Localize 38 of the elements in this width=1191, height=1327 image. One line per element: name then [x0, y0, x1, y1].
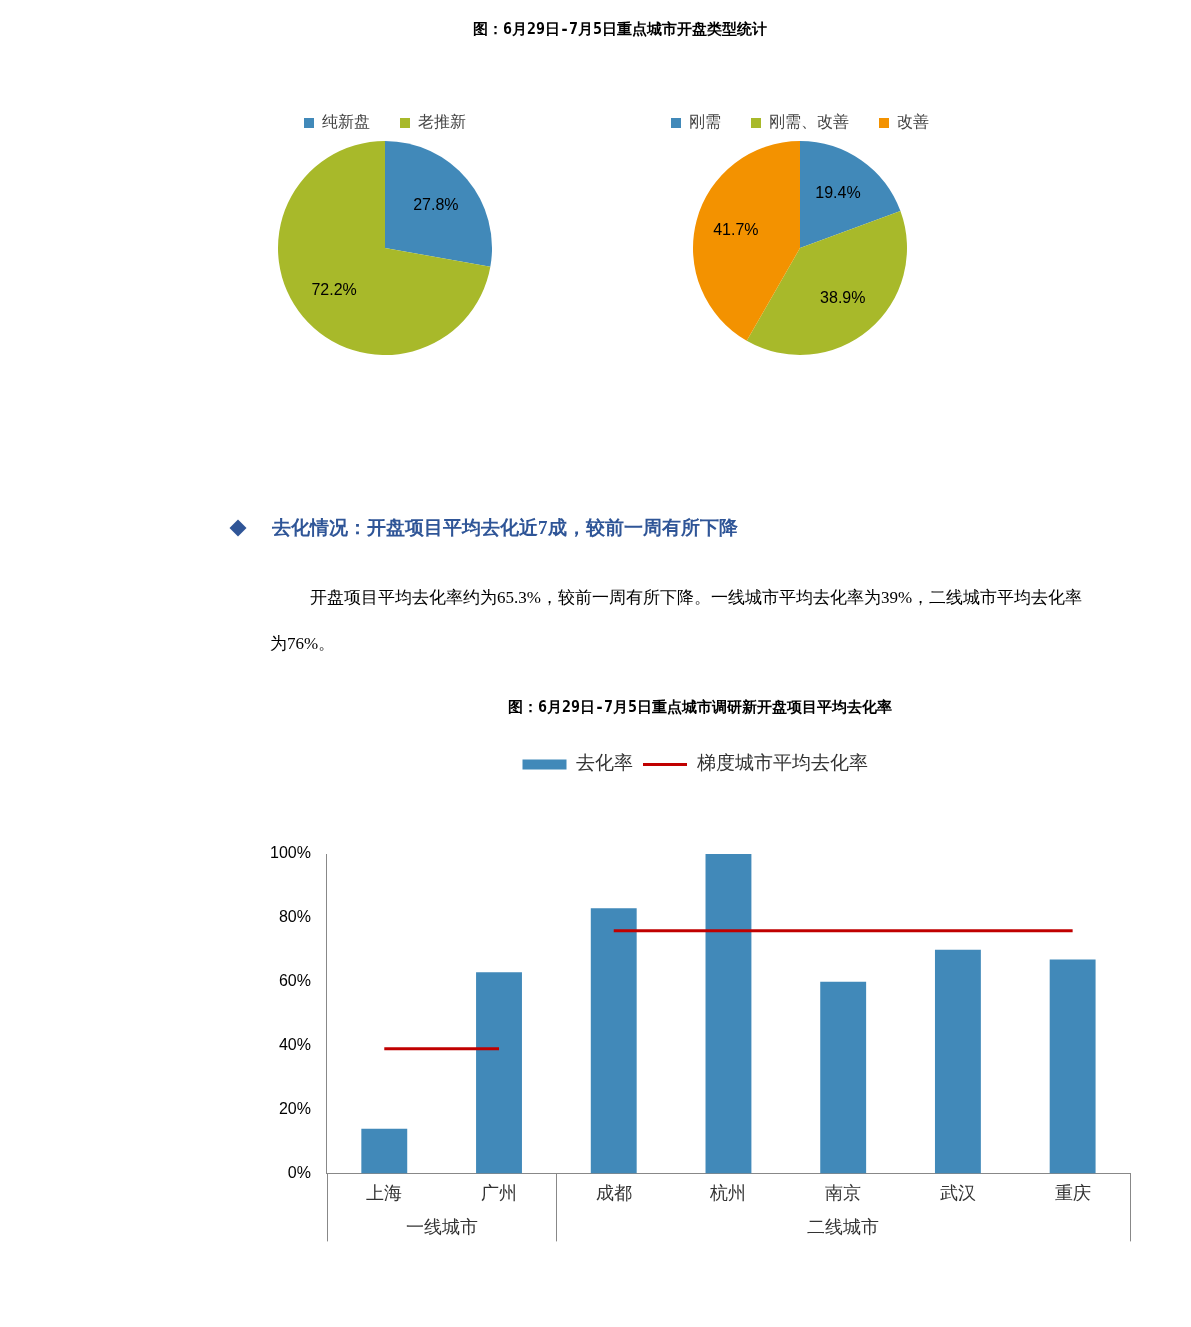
- legend-label: 去化率: [576, 752, 633, 774]
- bar: [705, 854, 752, 1174]
- text: 二线城市: [807, 1217, 880, 1238]
- legend-label: 改善: [897, 113, 929, 131]
- y-tick-label: 20%: [278, 1099, 311, 1117]
- data-label: 38.9%: [820, 289, 866, 307]
- legend-label: 刚需、改善: [769, 113, 849, 131]
- x-tick-label: 南京: [825, 1182, 862, 1203]
- bar: [820, 981, 867, 1174]
- text: 开盘项目平均去化率约为65.3%，较前一周有所下降。一线城市平均去化率为39%，二线城市平均去化率为76%。: [270, 588, 1083, 653]
- x-tick-label: 成都: [595, 1182, 632, 1203]
- data-label: 72.2%: [311, 281, 357, 299]
- text: 去化情况：开盘项目平均去化近7成，较前一周有所下降: [272, 516, 738, 540]
- text: 图：6月29日-7月5日重点城市开盘类型统计: [471, 20, 769, 39]
- data-label: 41.7%: [713, 221, 759, 239]
- bar: [476, 972, 522, 1174]
- x-tick-label: 杭州: [709, 1182, 747, 1203]
- chart-title: 图：6月29日-7月5日重点城市调研新开盘项目平均去化率: [506, 698, 894, 717]
- legend-label: 梯度城市平均去化率: [695, 752, 868, 774]
- y-tick-label: 40%: [278, 1036, 311, 1054]
- y-tick-label: 100%: [270, 844, 311, 862]
- x-tick-label: 上海: [366, 1182, 403, 1203]
- y-tick-label: 80%: [278, 908, 311, 926]
- x-tick-label: 广州: [481, 1182, 518, 1203]
- legend-label: 老推新: [418, 113, 466, 131]
- bar: [934, 949, 981, 1174]
- data-label: 19.4%: [815, 184, 861, 202]
- legend-label: 纯新盘: [322, 113, 370, 131]
- text: 一线城市: [405, 1217, 478, 1238]
- bar: [361, 1128, 408, 1174]
- bar: [1049, 959, 1096, 1174]
- y-tick-label: 60%: [278, 972, 311, 990]
- data-label: 27.8%: [413, 195, 459, 213]
- bar: [590, 908, 637, 1174]
- x-tick-label: 武汉: [939, 1182, 976, 1203]
- legend-label: 刚需: [689, 113, 721, 131]
- y-tick-label: 0%: [287, 1163, 311, 1181]
- x-tick-label: 重庆: [1054, 1182, 1091, 1203]
